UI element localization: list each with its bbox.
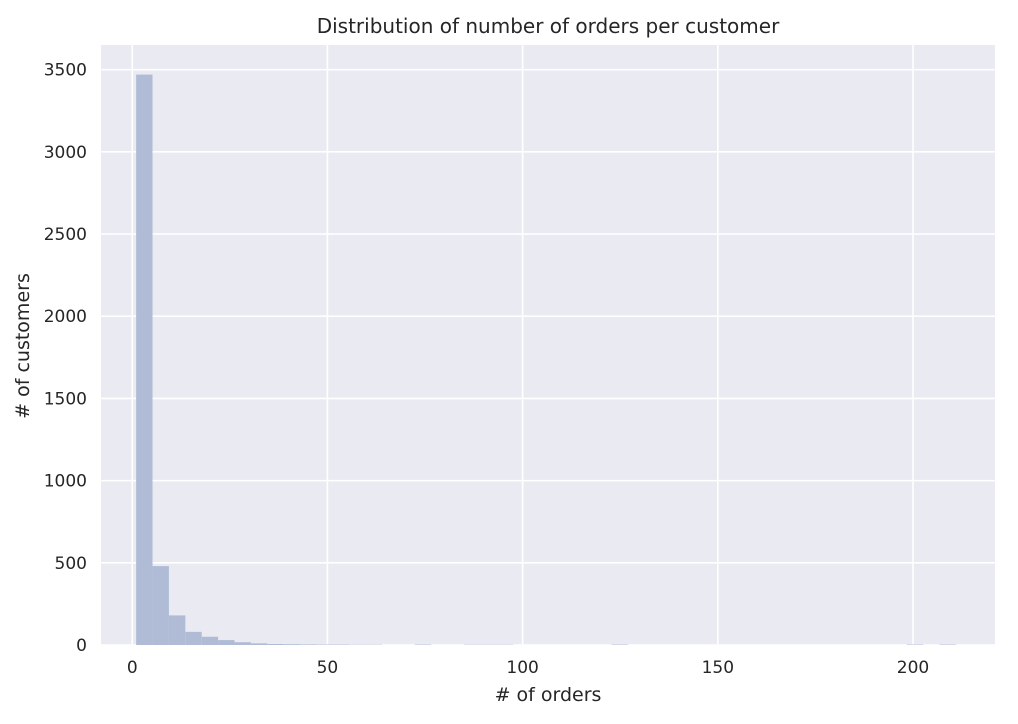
x-axis-label: # of orders <box>495 684 602 706</box>
y-tick-label: 3500 <box>44 61 87 81</box>
chart-title: Distribution of number of orders per cus… <box>317 14 780 38</box>
histogram-bar <box>185 631 202 645</box>
histogram-bar <box>234 642 251 645</box>
x-tick-label: 200 <box>897 658 929 678</box>
x-tick-label: 50 <box>317 658 339 678</box>
histogram-bar <box>201 636 219 645</box>
bars-group <box>136 74 956 645</box>
histogram-bar <box>168 615 186 645</box>
y-tick-label: 1000 <box>44 472 87 492</box>
histogram-bar <box>218 640 235 645</box>
y-tick-label: 1500 <box>44 389 87 409</box>
y-tick-label: 2500 <box>44 225 87 245</box>
histogram-bar <box>300 644 317 645</box>
x-tick-label: 0 <box>127 658 138 678</box>
y-tick-label: 3000 <box>44 143 87 163</box>
x-tick-labels: 0 50 100 150 200 <box>127 658 929 678</box>
x-tick-label: 100 <box>506 658 538 678</box>
histogram-bar <box>267 644 284 645</box>
histogram-bar <box>283 644 301 645</box>
y-axis-label: # of customers <box>12 273 34 419</box>
y-tick-labels: 0 500 1000 1500 2000 2500 3000 3500 <box>44 61 87 656</box>
histogram-bar <box>250 643 268 645</box>
y-tick-label: 2000 <box>44 307 87 327</box>
y-tick-label: 0 <box>76 636 87 656</box>
histogram-bar <box>136 74 153 645</box>
histogram-bar <box>152 566 169 645</box>
plot-area <box>101 45 995 645</box>
y-tick-label: 500 <box>55 554 87 574</box>
x-tick-label: 150 <box>702 658 734 678</box>
